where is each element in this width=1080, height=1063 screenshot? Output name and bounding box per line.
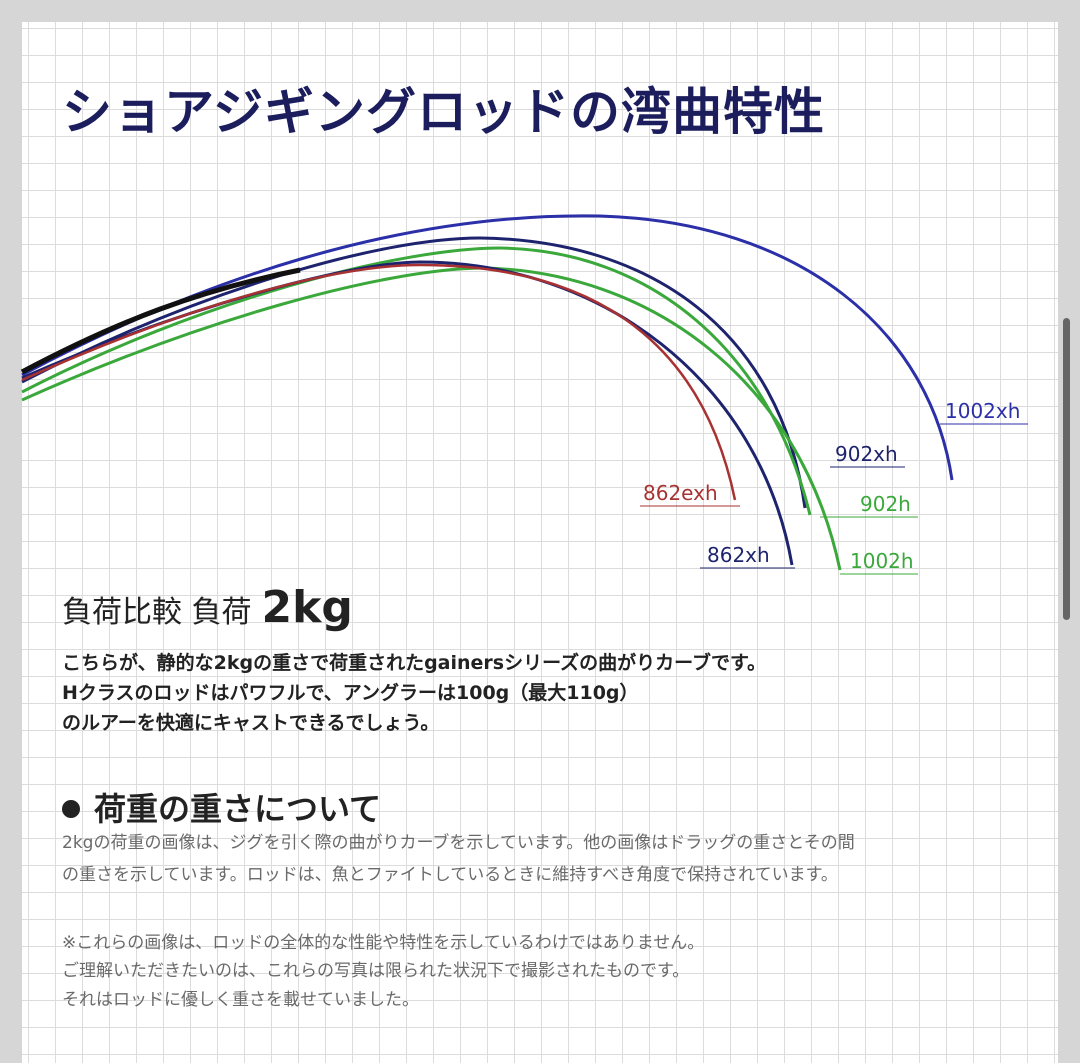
- paragraph-line: ご理解いただきたいのは、これらの写真は限られた状況下で撮影されたものです。: [62, 961, 690, 981]
- bullet: [62, 800, 80, 818]
- rod-curve: [21, 246, 812, 516]
- rod-butt: [20, 267, 301, 375]
- paragraph-line: の重さを示しています。ロッドは、魚とファイトしているときに維持すべき角度で保持さ…: [62, 865, 838, 885]
- rod-curve: [21, 236, 807, 509]
- load-text: 負荷比較 負荷: [62, 595, 252, 630]
- load-heading: 負荷比較 負荷 2kg: [62, 582, 353, 633]
- rod-label: 902h: [860, 492, 911, 516]
- scrollbar[interactable]: [1063, 318, 1070, 620]
- section-heading: 荷重の重さについて: [94, 790, 382, 828]
- rod-label: 862exh: [643, 481, 718, 505]
- title: ショアジギングロッドの湾曲特性: [62, 83, 825, 141]
- paragraph-line: 2kgの荷重の画像は、ジグを引く際の曲がりカーブを示しています。他の画像はドラッ…: [62, 833, 855, 853]
- rod-label: 862xh: [707, 543, 770, 567]
- intro-line: こちらが、静的な2kgの重さで荷重されたgainersシリーズの曲がりカーブです…: [62, 652, 767, 674]
- paragraph-line: ※これらの画像は、ロッドの全体的な性能や特性を示しているわけではありません。: [62, 933, 705, 953]
- intro-line: Hクラスのロッドはパワフルで、アングラーは100g（最大110g）: [62, 682, 639, 704]
- rod-curve: [21, 214, 954, 481]
- paragraph-line: それはロッドに優しく重さを載せていました。: [62, 990, 419, 1010]
- rod-curve: [21, 263, 737, 501]
- rod-curve: [21, 260, 794, 566]
- paper: ショアジギングロッドの湾曲特性 負荷比較 負荷 2kg こちらが、静的な2kgの重…: [22, 22, 1058, 1063]
- load-weight: 2kg: [261, 582, 353, 633]
- rod-label: 902xh: [835, 442, 898, 466]
- rod-label: 1002h: [850, 549, 914, 573]
- intro-line: のルアーを快適にキャストできるでしょう。: [62, 712, 440, 734]
- rod-label: 1002xh: [945, 399, 1020, 423]
